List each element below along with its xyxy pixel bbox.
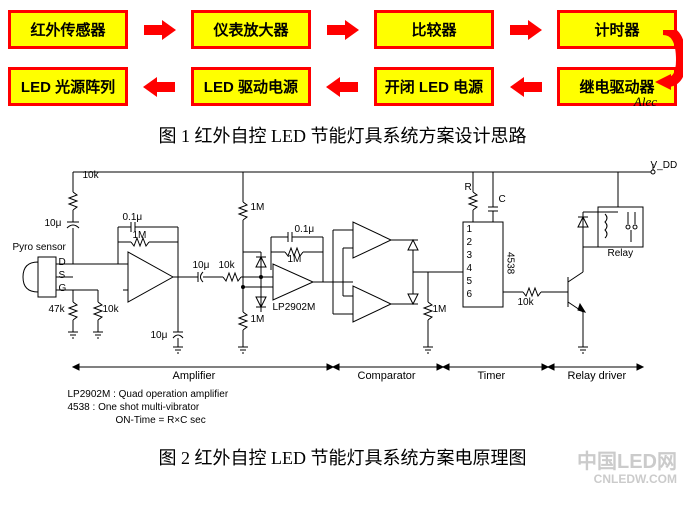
label-pyro: Pyro sensor [13,242,66,253]
arrow-right-icon [144,20,176,40]
flow-box-comparator: 比较器 [374,10,494,49]
label-10k-top: 10k [83,170,99,181]
label-pin-s: S [59,270,66,281]
flow-box-ir-sensor: 红外传感器 [8,10,128,49]
label-pin1: 1 [467,224,473,235]
flow-box-led-switch: 开闭 LED 电源 [374,67,494,106]
label-10k-timer: 10k [518,297,534,308]
label-10u-bot: 10μ [151,330,168,341]
label-lp2902m: LP2902M [273,302,316,313]
note-ontime: ON-Time = R×C sec [68,414,229,427]
arrow-turn-icon [653,30,683,90]
label-10u-top: 10μ [45,218,62,229]
section-timer: Timer [478,370,506,382]
label-10k-g: 10k [103,304,119,315]
flow-box-led-array: LED 光源阵列 [8,67,128,106]
label-01u-a: 0.1μ [123,212,143,223]
figure2-caption: 图 2 红外自控 LED 节能灯具系统方案电原理图 [0,444,685,470]
label-1m-comp: 1M [433,304,447,315]
watermark-sub: CNLEDW.COM [577,473,677,486]
label-01u-b: 0.1μ [295,224,315,235]
label-r: R [465,182,472,193]
section-relay-driver: Relay driver [568,370,627,382]
label-pin3: 3 [467,250,473,261]
figure1-caption: 图 1 红外自控 LED 节能灯具系统方案设计思路 [0,122,685,148]
section-amplifier: Amplifier [173,370,216,382]
flow-diagram: 红外传感器 仪表放大器 比较器 计时器 LED 光源阵列 LED 驱动电源 开闭… [0,0,685,116]
label-pin-g: G [59,283,67,294]
label-4538: 4538 [505,252,516,274]
label-pin6: 6 [467,289,473,300]
arrow-left-icon [510,77,542,97]
label-pin2: 2 [467,237,473,248]
label-1m-fb2: 1M [288,254,302,265]
note-4538: 4538 : One shot multi-vibrator [68,401,229,414]
arrow-right-icon [327,20,359,40]
circuit-schematic: Pyro sensor D S G 10k 10μ 0.1μ 1M 47k 10… [13,152,673,422]
arrow-right-icon [510,20,542,40]
flow-box-led-driver: LED 驱动电源 [191,67,311,106]
label-c: C [499,194,506,205]
label-vdd: V_DD [651,160,678,171]
label-relay: Relay [608,248,634,259]
section-comparator: Comparator [358,370,416,382]
flow-box-instr-amp: 仪表放大器 [191,10,311,49]
signature-text: Alec [634,94,657,110]
arrow-left-icon [326,77,358,97]
flow-row-1: 红外传感器 仪表放大器 比较器 计时器 [8,10,677,49]
label-1m-fb: 1M [133,230,147,241]
label-1m-bot: 1M [251,314,265,325]
label-10u-out: 10μ [193,260,210,271]
label-47k: 47k [49,304,65,315]
arrow-left-icon [143,77,175,97]
label-10k-out: 10k [219,260,235,271]
flow-row-2: LED 光源阵列 LED 驱动电源 开闭 LED 电源 继电驱动器 [8,67,677,106]
note-lp2902m: LP2902M : Quad operation amplifier [68,388,229,401]
label-pin4: 4 [467,263,473,274]
label-pin-d: D [59,257,66,268]
schematic-notes: LP2902M : Quad operation amplifier 4538 … [68,388,229,427]
label-pin5: 5 [467,276,473,287]
label-1m-top: 1M [251,202,265,213]
